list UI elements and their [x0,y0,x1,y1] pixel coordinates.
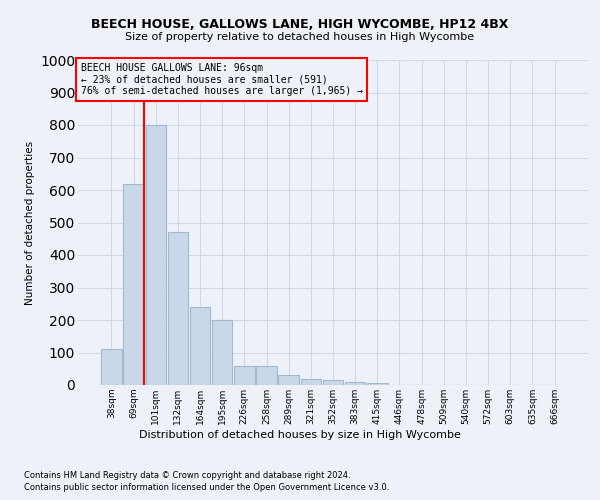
Text: Size of property relative to detached houses in High Wycombe: Size of property relative to detached ho… [125,32,475,42]
Bar [301,378,321,385]
Text: Contains HM Land Registry data © Crown copyright and database right 2024.: Contains HM Land Registry data © Crown c… [24,471,350,480]
Bar [367,384,388,385]
Bar [256,366,277,385]
Bar [124,184,144,385]
Text: BEECH HOUSE GALLOWS LANE: 96sqm
← 23% of detached houses are smaller (591)
76% o: BEECH HOUSE GALLOWS LANE: 96sqm ← 23% of… [80,63,362,96]
Text: Distribution of detached houses by size in High Wycombe: Distribution of detached houses by size … [139,430,461,440]
Text: Contains public sector information licensed under the Open Government Licence v3: Contains public sector information licen… [24,484,389,492]
Bar [345,382,365,385]
Text: BEECH HOUSE, GALLOWS LANE, HIGH WYCOMBE, HP12 4BX: BEECH HOUSE, GALLOWS LANE, HIGH WYCOMBE,… [91,18,509,30]
Bar [190,307,210,385]
Bar [323,380,343,385]
Y-axis label: Number of detached properties: Number of detached properties [25,140,35,304]
Bar [234,366,254,385]
Bar [101,349,122,385]
Bar [146,125,166,385]
Bar [212,320,232,385]
Bar [167,232,188,385]
Bar [278,375,299,385]
